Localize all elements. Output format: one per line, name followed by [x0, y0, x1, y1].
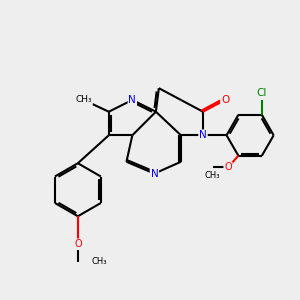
Text: Cl: Cl	[257, 88, 267, 98]
Text: N: N	[199, 130, 207, 140]
Text: CH₃: CH₃	[91, 257, 106, 266]
Text: O: O	[224, 163, 232, 172]
Text: CH₃: CH₃	[204, 171, 220, 180]
Text: N: N	[151, 169, 158, 178]
Text: N: N	[128, 95, 136, 105]
Text: O: O	[221, 95, 229, 105]
Text: CH₃: CH₃	[75, 95, 92, 104]
Text: O: O	[74, 239, 82, 249]
